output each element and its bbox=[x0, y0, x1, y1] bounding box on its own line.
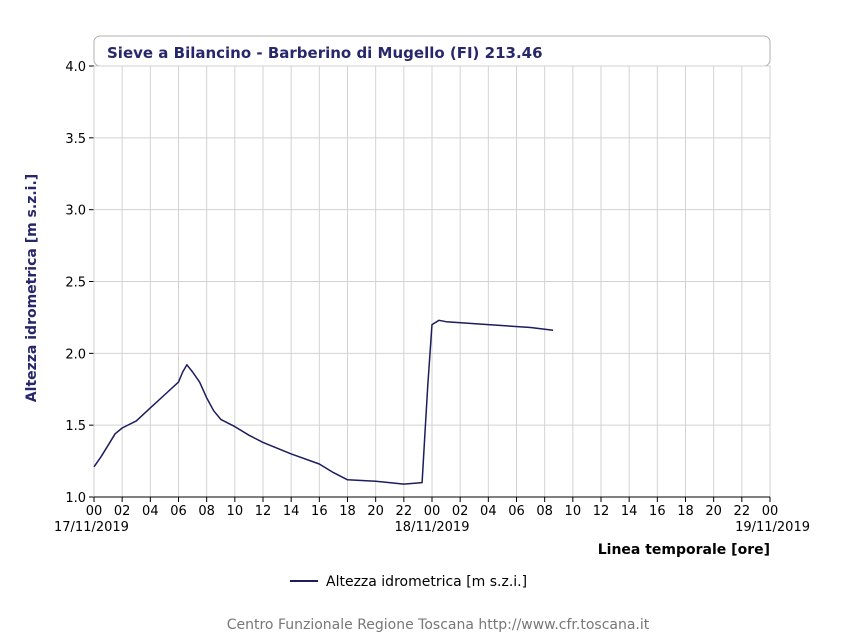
y-tick-label: 2.5 bbox=[65, 276, 86, 291]
y-tick-label: 4.0 bbox=[65, 60, 86, 75]
date-label: 19/11/2019 bbox=[735, 520, 810, 535]
y-tick-label: 2.0 bbox=[65, 347, 86, 362]
date-label: 18/11/2019 bbox=[395, 520, 470, 535]
x-tick-label: 00 bbox=[424, 504, 441, 519]
x-tick-label: 18 bbox=[339, 504, 356, 519]
x-tick-label: 06 bbox=[170, 504, 187, 519]
x-tick-label: 10 bbox=[565, 504, 582, 519]
y-tick-label: 1.5 bbox=[65, 419, 86, 434]
x-axis-label: Linea temporale [ore] bbox=[598, 542, 770, 558]
x-tick-label: 02 bbox=[452, 504, 469, 519]
x-tick-label: 22 bbox=[396, 504, 413, 519]
x-tick-label: 16 bbox=[311, 504, 328, 519]
series-line bbox=[93, 319, 554, 485]
y-tick-labels: 1.0 1.5 2.0 2.5 3.0 3.5 4.0 bbox=[65, 60, 86, 506]
x-tick-label: 20 bbox=[367, 504, 384, 519]
y-tick-label: 3.5 bbox=[65, 132, 86, 147]
grid bbox=[89, 65, 771, 502]
x-tick-label: 12 bbox=[593, 504, 610, 519]
legend-label: Altezza idrometrica [m s.z.i.] bbox=[326, 574, 527, 590]
x-tick-label: 22 bbox=[734, 504, 751, 519]
x-tick-label: 00 bbox=[762, 504, 779, 519]
chart-title: Sieve a Bilancino - Barberino di Mugello… bbox=[107, 44, 543, 62]
x-tick-label: 04 bbox=[142, 504, 159, 519]
x-tick-label: 06 bbox=[508, 504, 525, 519]
x-tick-label: 20 bbox=[705, 504, 722, 519]
date-label: 17/11/2019 bbox=[54, 520, 129, 535]
x-tick-label: 10 bbox=[227, 504, 244, 519]
y-tick-label: 3.0 bbox=[65, 204, 86, 219]
date-labels: 17/11/2019 18/11/2019 19/11/2019 bbox=[54, 520, 810, 535]
x-tick-label: 02 bbox=[114, 504, 131, 519]
x-tick-label: 08 bbox=[536, 504, 553, 519]
footer-text: Centro Funzionale Regione Toscana http:/… bbox=[227, 617, 650, 633]
x-tick-label: 08 bbox=[198, 504, 215, 519]
series-group bbox=[93, 319, 554, 485]
x-tick-label: 14 bbox=[283, 504, 300, 519]
x-tick-label: 00 bbox=[86, 504, 103, 519]
x-tick-label: 04 bbox=[480, 504, 497, 519]
x-tick-label: 18 bbox=[677, 504, 694, 519]
y-axis-label: Altezza idrometrica [m s.z.i.] bbox=[24, 174, 40, 402]
x-tick-labels: 00 02 04 06 08 10 12 14 16 18 20 22 00 02 04 06 08 10 12 14… bbox=[86, 504, 779, 519]
y-tick-label: 1.0 bbox=[65, 491, 86, 506]
x-tick-label: 12 bbox=[255, 504, 272, 519]
x-tick-label: 16 bbox=[649, 504, 666, 519]
x-tick-label: 14 bbox=[621, 504, 638, 519]
